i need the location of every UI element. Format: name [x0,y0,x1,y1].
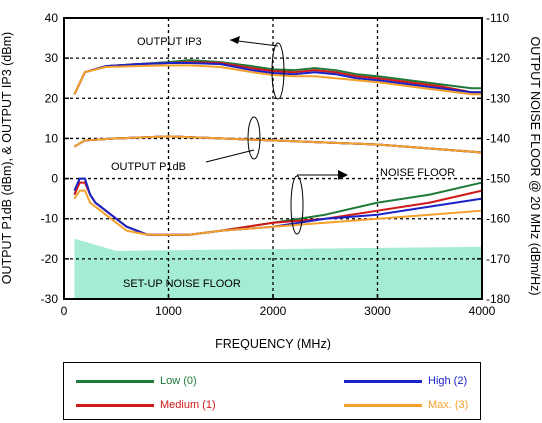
y-right-tick-label: -150 [486,172,510,186]
legend-item-high: High (2) [344,372,467,390]
ip3-bracket-ellipse [271,42,285,100]
y-left-tick-label: -30 [41,292,59,306]
noise-bracket-ellipse [290,175,304,235]
y-right-tick-label: -110 [486,11,509,25]
legend-item-low: Low (0) [76,372,197,390]
annot-output-ip3: OUTPUT IP3 [137,36,202,48]
x-tick-label: 0 [61,304,68,318]
y-axis-label-left: OUTPUT P1dB (dBm), & OUTPUT IP3 (dBm) [0,32,14,284]
series-layer [73,59,483,236]
x-axis-label: FREQUENCY (MHz) [215,337,331,350]
y-left-tick-label: -20 [41,252,59,266]
p1db-bracket-ellipse [247,116,261,160]
legend-swatch-max [344,403,422,407]
y-left-tick-label: -10 [41,212,59,226]
legend-label-low: Low (0) [160,375,197,387]
y-left-tick-label: 20 [45,91,59,105]
series-3-p1db-line [73,135,483,154]
y-right-tick-label: -170 [486,252,510,266]
legend-item-medium: Medium (1) [76,396,216,414]
legend-swatch-low [76,379,154,383]
annotations: OUTPUT IP3 OUTPUT P1dB NOISE FLOOR SET-U… [111,36,455,290]
y-left-tick-label: 10 [45,131,59,145]
noise-arrow-head [338,170,348,180]
series-2-ip3-line [73,61,482,95]
annot-noise-floor: NOISE FLOOR [380,167,455,179]
p1db-arrow-line [205,149,255,163]
legend-label-max: Max. (3) [428,399,469,411]
chart-canvas: 0 1000 2000 3000 4000 40 30 20 10 0 -10 -20 -30 -110 -… [0,11,542,350]
y-right-tick-label: -160 [486,212,510,226]
series-3-noise-line [73,189,483,236]
legend-swatch-high [344,379,422,383]
y-left-tick-label: 0 [51,172,58,186]
y-right-tick-label: -180 [486,292,510,306]
legend-label-high: High (2) [428,375,468,387]
legend-item-max: Max. (3) [344,396,468,414]
y-left-tick-label: 30 [45,51,59,65]
y-axis-label-right: OUTPUT NOISE FLOOR @ 20 MHz (dBm/Hz) [528,36,542,295]
x-tick-label: 1000 [155,304,182,318]
legend: Low (0) Medium (1) High (2) Max. (3) [63,362,481,420]
y-right-tick-label: -120 [486,51,510,65]
ip3-arrow-head [230,36,240,44]
x-tick-label: 2000 [260,304,287,318]
legend-swatch-medium [76,403,154,407]
annot-setup-noise-floor: SET-UP NOISE FLOOR [123,278,241,290]
legend-label-medium: Medium (1) [160,399,216,411]
grid-lines [64,18,482,299]
y-right-tick-label: -130 [486,91,510,105]
y-left-tick-label: 40 [45,11,59,25]
annot-output-p1db: OUTPUT P1dB [111,161,186,173]
x-tick-label: 3000 [364,304,391,318]
tick-marks: 0 1000 2000 3000 4000 40 30 20 10 0 -10 -20 -30 -110 -… [41,11,511,318]
setup-noise-floor-area [74,238,482,299]
y-right-tick-label: -140 [486,131,510,145]
x-tick-label: 4000 [469,304,496,318]
